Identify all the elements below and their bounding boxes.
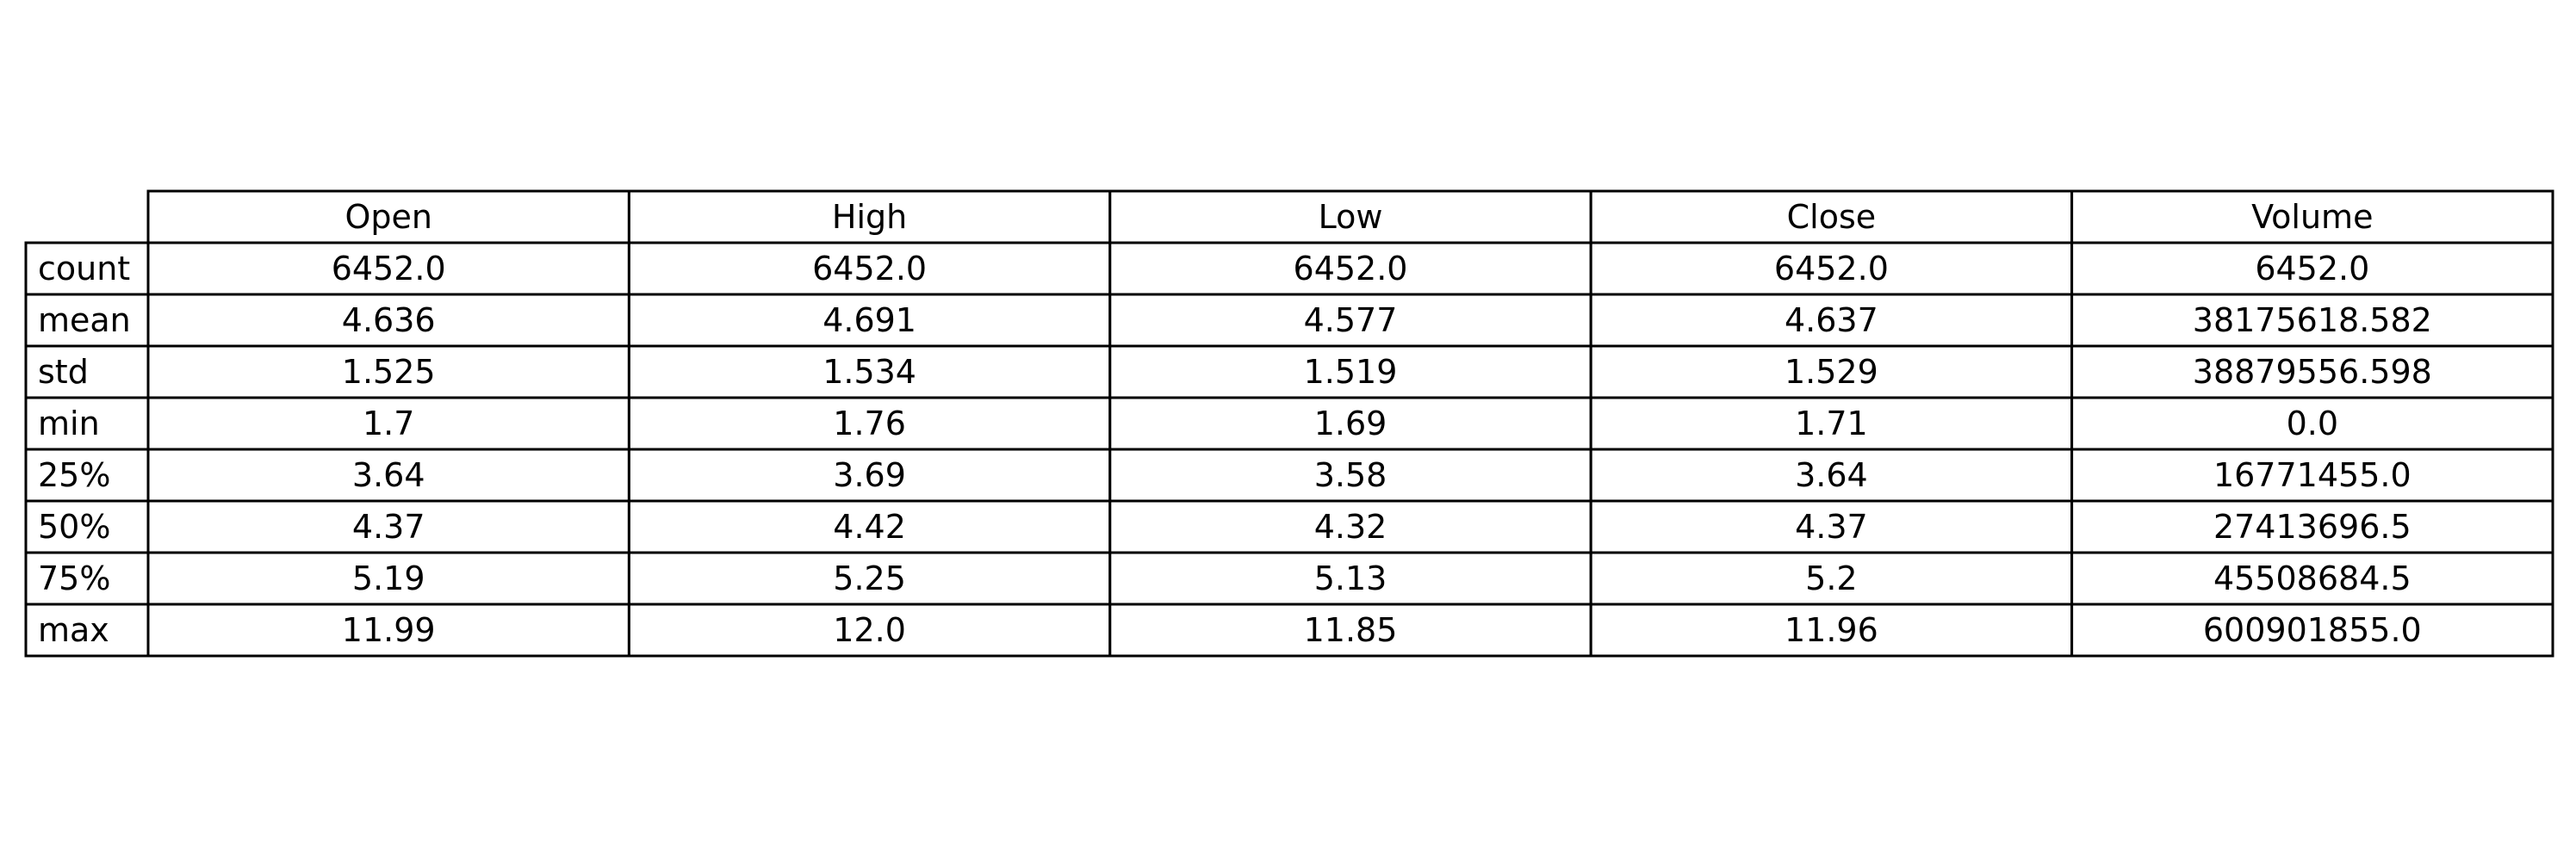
table-cell [1108,603,1592,658]
header-cell [627,189,1112,244]
column-header: Open [345,198,432,236]
cell-value: 6452.0 [812,250,927,287]
cell-value: 5.2 [1805,560,1857,597]
cell-value: 4.37 [352,508,425,546]
table-cell [627,293,1112,348]
cell-value: 1.76 [833,405,906,442]
column-header: Volume [2251,198,2373,236]
cell-value: 27413696.5 [2213,508,2412,546]
column-header: Low [1319,198,1383,236]
table-cell [627,344,1112,399]
cell-value: 38879556.598 [2193,353,2432,391]
table-cell [2070,293,2554,348]
cell-value: 1.519 [1304,353,1398,391]
cell-value: 3.64 [352,456,425,494]
row-label: max [38,611,109,649]
table-cell [1589,293,2074,348]
cell-value: 4.636 [342,301,436,339]
row-label: mean [38,301,131,339]
cell-value: 600901855.0 [2203,611,2422,649]
column-header: Close [1787,198,1877,236]
cell-value: 11.96 [1785,611,1878,649]
table-cell [2070,241,2554,296]
cell-value: 4.37 [1795,508,1868,546]
cell-value: 1.7 [363,405,414,442]
row-label-cell [24,499,150,554]
cell-value: 1.71 [1795,405,1868,442]
cell-value: 4.691 [822,301,916,339]
table-cell [627,603,1112,658]
cell-value: 5.19 [352,560,425,597]
cell-value: 12.0 [833,611,906,649]
row-label: 50% [38,508,110,546]
cell-value: 5.13 [1314,560,1387,597]
table-cell [1589,344,2074,399]
cell-value: 1.69 [1314,405,1387,442]
row-label: min [38,405,100,442]
table-cell [2070,603,2554,658]
table-cell [1108,551,1592,606]
cell-value: 1.529 [1785,353,1878,391]
cell-value: 1.525 [342,353,436,391]
cell-value: 6452.0 [1774,250,1889,287]
table-cell [1108,344,1592,399]
cell-value: 45508684.5 [2213,560,2412,597]
cell-value: 4.32 [1314,508,1387,546]
cell-value: 11.99 [342,611,436,649]
cell-value: 3.69 [833,456,906,494]
table-cell [2070,344,2554,399]
cell-value: 6452.0 [1294,250,1408,287]
table-cell [146,499,630,554]
cell-value: 3.64 [1795,456,1868,494]
cell-value: 11.85 [1304,611,1398,649]
row-label-cell [24,551,150,606]
row-label: std [38,353,89,391]
cell-value: 1.534 [822,353,916,391]
row-label-cell [24,293,150,348]
cell-value: 6452.0 [332,250,446,287]
row-label-cell [24,603,150,658]
cell-value: 38175618.582 [2193,301,2432,339]
table-cell [1589,241,2074,296]
cell-value: 6452.0 [2255,250,2369,287]
table-cell [1589,396,2074,451]
table-cell [146,344,630,399]
header-cell [146,189,630,244]
row-label: 25% [38,456,110,494]
cell-value: 0.0 [2287,405,2338,442]
column-header: High [832,198,907,236]
table-cell [2070,396,2554,451]
table-cell [1108,396,1592,451]
row-label: count [38,250,130,287]
cell-value: 3.58 [1314,456,1387,494]
cell-value: 4.42 [833,508,906,546]
table-cell [146,603,630,658]
cell-value: 5.25 [833,560,906,597]
cell-value: 4.577 [1304,301,1398,339]
cell-value: 4.637 [1785,301,1878,339]
table-cell [627,241,1112,296]
table-cell [2070,551,2554,606]
table-cell [146,448,630,503]
table-cell [1589,551,2074,606]
row-label-cell [24,241,150,296]
row-label: 75% [38,560,110,597]
cell-value: 16771455.0 [2213,456,2412,494]
